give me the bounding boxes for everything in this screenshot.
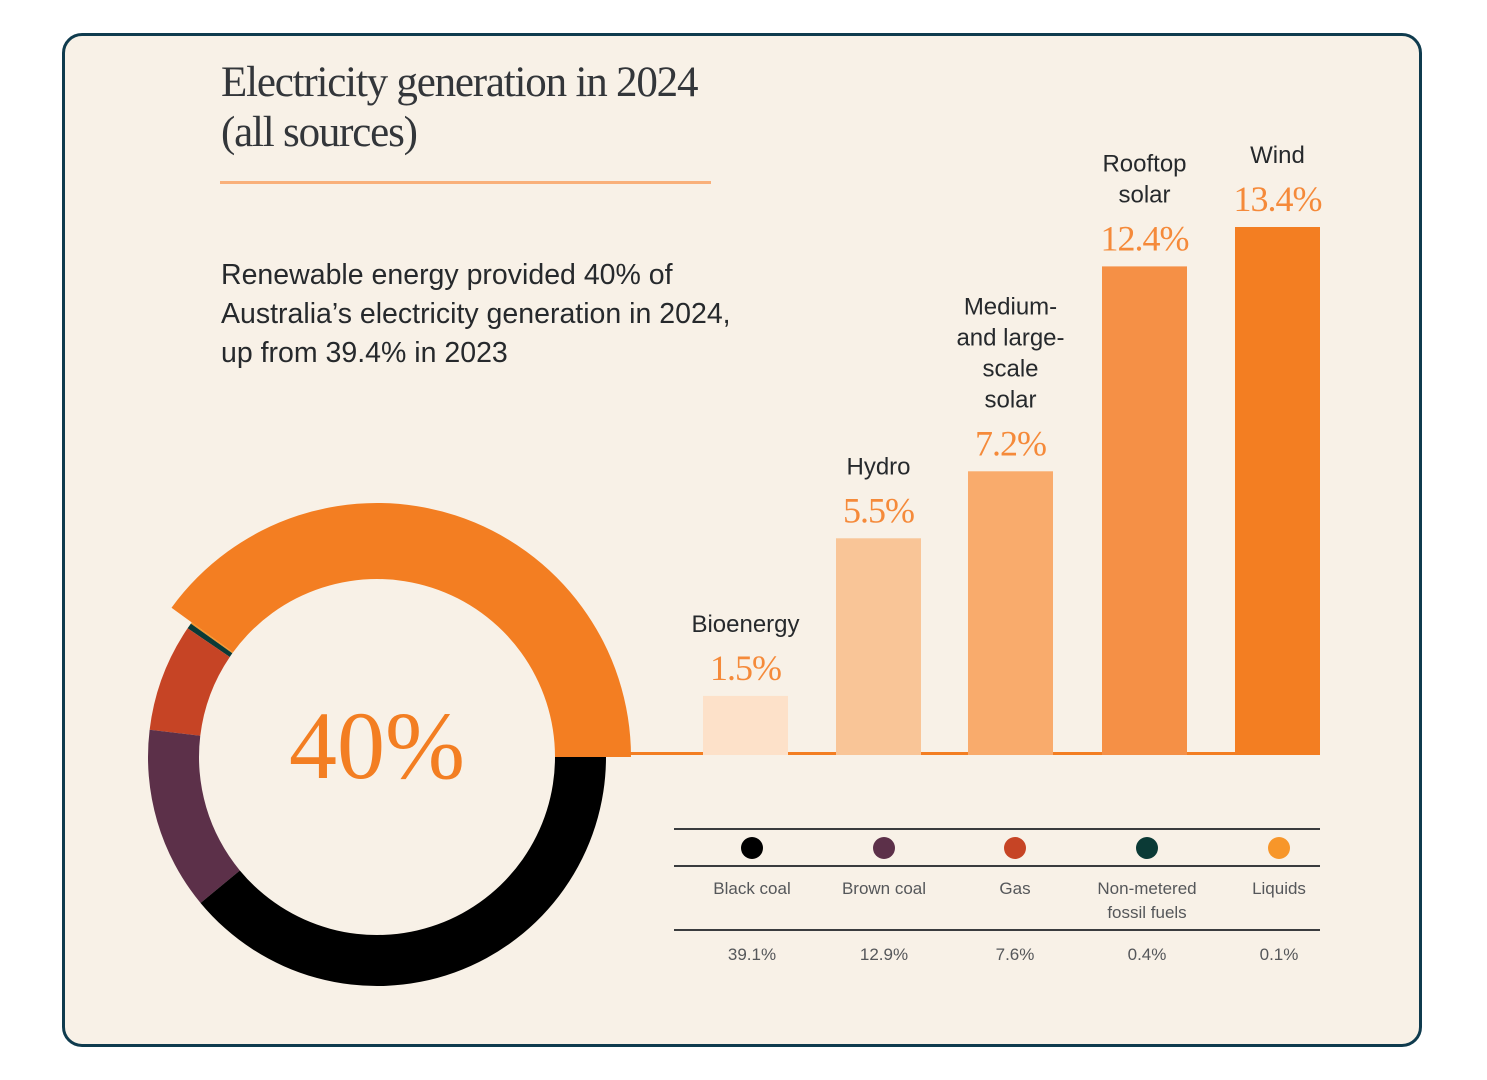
bar-group: 7.2% Medium-and large-scale solar — [956, 293, 1065, 755]
legend-value: 7.6% — [996, 945, 1035, 964]
bar-category-label: solar — [1118, 181, 1170, 208]
bar-category-label: and large- — [956, 324, 1064, 351]
legend-name: Black coal — [713, 879, 790, 898]
bar-group: 13.4% Wind — [1234, 142, 1323, 755]
bar-category-label: Wind — [1250, 142, 1305, 169]
donut-center-label: 40% — [289, 692, 465, 799]
legend-name: Non-metered — [1097, 879, 1196, 898]
subtitle: Renewable energy provided 40% of Austral… — [221, 259, 731, 369]
legend-swatch — [741, 837, 763, 859]
legend-swatch — [1004, 837, 1026, 859]
legend-value: 12.9% — [860, 945, 908, 964]
bar — [703, 695, 788, 755]
bar — [1102, 266, 1187, 755]
donut-slice-renewable — [171, 503, 631, 757]
legend: Black coal 39.1% Brown coal 12.9% Gas 7.6% Non… — [674, 828, 1320, 964]
legend-item: Black coal 39.1% — [713, 837, 791, 964]
bar — [1235, 227, 1320, 755]
legend-value: 0.1% — [1260, 945, 1299, 964]
bar-category-label: Hydro — [846, 453, 910, 480]
bar-category-label: scale — [982, 355, 1038, 382]
bar-group: 12.4% Rooftop solar — [1101, 150, 1190, 755]
legend-item: Gas 7.6% — [996, 837, 1035, 964]
legend-swatch — [1268, 837, 1290, 859]
bar-value-label: 5.5% — [843, 490, 914, 530]
bar-category-label: Medium- — [964, 293, 1057, 320]
bar-value-label: 7.2% — [975, 423, 1046, 463]
title-line-2: (all sources) — [221, 109, 418, 156]
legend-name: Liquids — [1252, 879, 1306, 898]
bar-value-label: 12.4% — [1101, 218, 1189, 258]
bar-category-label: Rooftop — [1102, 150, 1186, 177]
bar-value-label: 1.5% — [710, 648, 781, 688]
donut-slice-liquids — [190, 622, 233, 654]
legend-value: 39.1% — [728, 945, 776, 964]
donut-slice-brown-coal — [148, 729, 240, 903]
bar-category-label: Bioenergy — [691, 611, 799, 638]
legend-name: Brown coal — [842, 879, 926, 898]
legend-item: Brown coal 12.9% — [842, 837, 926, 964]
legend-item: Liquids 0.1% — [1252, 837, 1306, 964]
bar-category-label: solar — [984, 386, 1036, 413]
legend-divider — [674, 865, 1320, 867]
bar — [968, 471, 1053, 755]
legend-value: 0.4% — [1128, 945, 1167, 964]
bar-group: 1.5% Bioenergy — [691, 611, 800, 755]
legend-divider — [674, 929, 1320, 931]
chart-title: Electricity generation in 2024 (all sour… — [221, 58, 698, 158]
donut-slice-non-metered-fossil-fuels — [187, 623, 233, 657]
legend-name: fossil fuels — [1107, 903, 1186, 922]
bar — [836, 538, 921, 755]
legend-item: Non-metered fossil fuels 0.4% — [1097, 837, 1197, 964]
donut-chart: 40% — [148, 503, 631, 986]
donut-slice-gas — [149, 628, 230, 736]
legend-name: Gas — [999, 879, 1030, 898]
bar-value-label: 13.4% — [1234, 179, 1322, 219]
legend-divider — [674, 828, 1320, 830]
legend-swatch — [873, 837, 895, 859]
donut-slice-black-coal — [200, 757, 606, 986]
title-line-1: Electricity generation in 2024 — [221, 59, 698, 106]
bar-group: 5.5% Hydro — [836, 453, 921, 755]
legend-swatch — [1136, 837, 1158, 859]
title-divider — [220, 181, 711, 184]
